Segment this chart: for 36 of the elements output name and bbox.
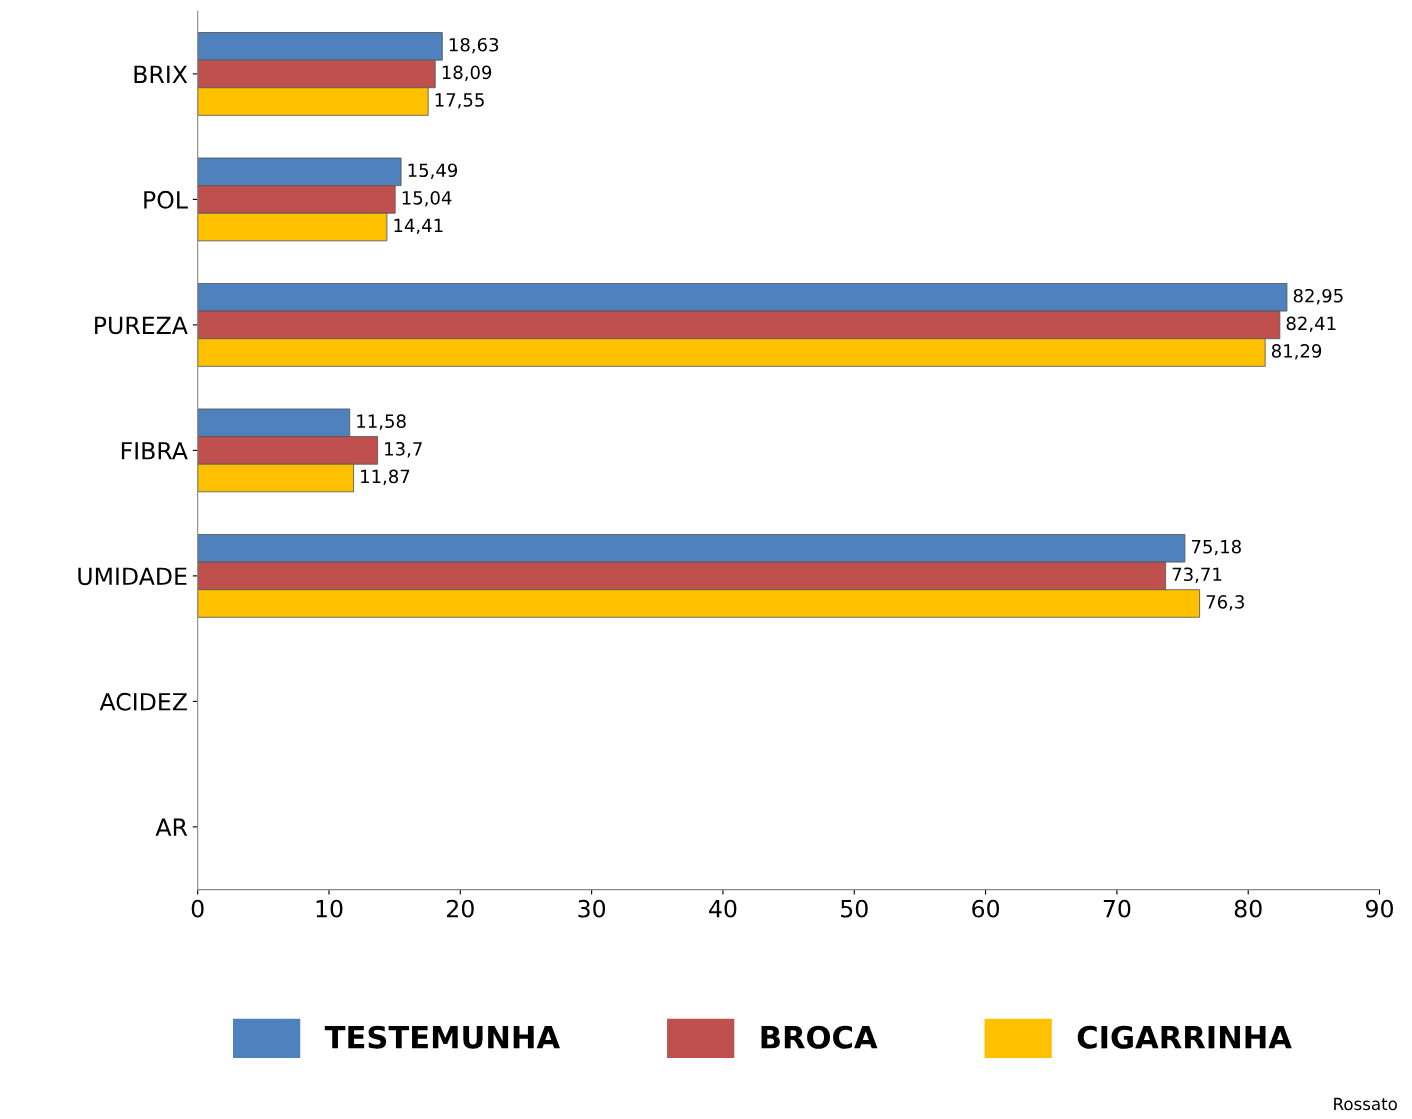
x-tick-label: 50 xyxy=(841,899,868,918)
data-label: 18,09 xyxy=(442,65,492,82)
data-label: 14,41 xyxy=(394,218,443,235)
data-label: 17,55 xyxy=(435,93,484,109)
x-tick-label: 0 xyxy=(191,899,204,918)
y-tick-label: UMIDADE xyxy=(78,567,187,586)
x-tick-label: 20 xyxy=(447,899,474,918)
data-label: 11,87 xyxy=(361,469,410,486)
data-label: 82,95 xyxy=(1293,288,1343,305)
y-tick-label: BRIX xyxy=(134,65,188,83)
legend-label: BROCA xyxy=(761,1025,878,1049)
data-label: 75,18 xyxy=(1191,539,1241,556)
data-label: 15,49 xyxy=(408,163,458,179)
data-label: 82,41 xyxy=(1286,316,1336,332)
data-label: 73,71 xyxy=(1172,567,1222,583)
data-label: 76,3 xyxy=(1206,595,1244,611)
data-label: 15,04 xyxy=(402,191,452,207)
data-label: 11,58 xyxy=(357,414,406,430)
x-tick-label: 40 xyxy=(709,899,737,918)
y-tick-label: AR xyxy=(155,818,188,836)
data-label: 18,63 xyxy=(449,37,499,54)
x-tick-label: 30 xyxy=(578,899,606,918)
x-tick-label: 60 xyxy=(972,899,1000,918)
legend-label: TESTEMUNHA xyxy=(324,1025,560,1049)
data-label: 81,29 xyxy=(1271,344,1322,360)
legend-label: CIGARRINHA xyxy=(1077,1025,1292,1049)
text: Rossato xyxy=(1334,1097,1397,1111)
data-label: 13,7 xyxy=(385,441,422,458)
y-tick-label: POL xyxy=(144,190,188,209)
y-tick-label: PUREZA xyxy=(95,316,188,335)
x-tick-label: 70 xyxy=(1103,899,1131,918)
x-tick-label: 80 xyxy=(1234,899,1262,918)
x-tick-label: 10 xyxy=(316,899,343,918)
x-tick-label: 90 xyxy=(1365,899,1393,918)
y-tick-label: ACIDEZ xyxy=(99,692,187,711)
y-tick-label: FIBRA xyxy=(121,442,188,460)
